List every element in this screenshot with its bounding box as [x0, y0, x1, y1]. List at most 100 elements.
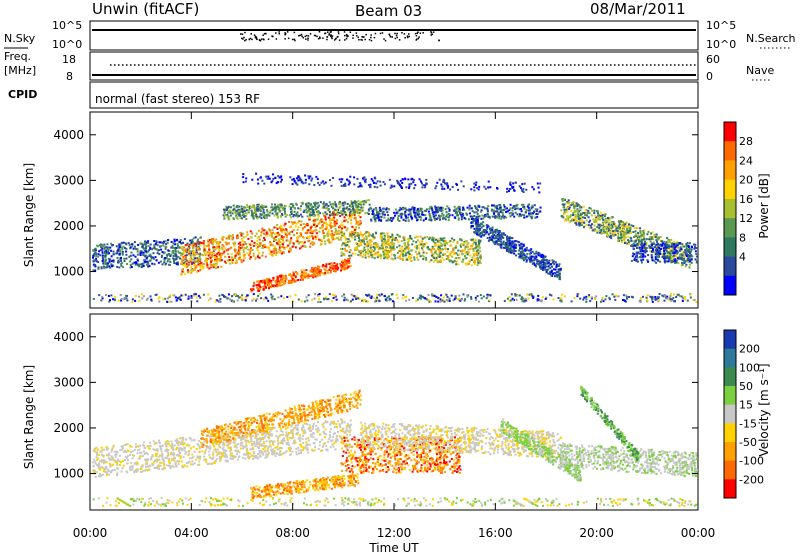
echo-pixel	[613, 225, 615, 227]
echo-pixel	[227, 253, 229, 255]
echo-pixel	[256, 240, 258, 242]
echo-pixel	[324, 241, 326, 243]
echo-pixel	[439, 217, 441, 219]
echo-pixel	[547, 266, 549, 268]
echo-pixel	[199, 266, 201, 268]
echo-pixel	[261, 255, 263, 257]
echo-pixel	[266, 281, 268, 283]
echo-pixel	[656, 239, 658, 241]
echo-pixel	[471, 257, 473, 259]
echo-pixel	[300, 224, 302, 226]
echo-pixel	[132, 263, 134, 265]
echo-pixel	[357, 223, 359, 225]
echo-pixel	[647, 254, 649, 256]
echo-pixel	[564, 220, 566, 222]
echo-pixel	[449, 254, 451, 256]
echo-pixel	[176, 258, 178, 260]
echo-pixel	[477, 249, 479, 251]
echo-pixel	[683, 246, 685, 248]
nsky-dot	[284, 38, 286, 40]
echo-pixel	[349, 257, 351, 259]
echo-pixel	[199, 237, 201, 239]
echo-pixel	[341, 252, 343, 254]
echo-pixel	[468, 218, 470, 220]
nsky-dot	[279, 33, 281, 35]
echo-pixel	[113, 253, 115, 255]
echo-pixel	[474, 239, 476, 241]
echo-pixel	[486, 226, 488, 228]
echo-pixel	[481, 215, 483, 217]
echo-pixel	[239, 232, 241, 234]
echo-pixel	[169, 264, 171, 266]
echo-pixel	[575, 223, 577, 225]
echo-pixel	[262, 211, 264, 213]
echo-pixel	[238, 210, 240, 212]
echo-pixel	[329, 263, 331, 265]
nsky-dot	[261, 38, 263, 40]
echo-pixel	[474, 253, 476, 255]
echo-pixel	[272, 285, 274, 287]
nsky-dot	[305, 38, 307, 40]
echo-pixel	[551, 266, 553, 268]
echo-pixel	[572, 212, 574, 214]
echo-pixel	[595, 220, 597, 222]
echo-pixel	[147, 262, 149, 264]
echo-pixel	[299, 235, 301, 237]
nsky-dot	[275, 32, 277, 34]
echo-pixel	[407, 252, 409, 254]
echo-pixel	[429, 237, 431, 239]
echo-pixel	[303, 211, 305, 213]
nsky-dot	[392, 36, 394, 38]
echo-pixel	[366, 237, 368, 239]
echo-pixel	[407, 238, 409, 240]
echo-pixel	[330, 227, 332, 229]
echo-pixel	[281, 213, 283, 215]
echo-pixel	[373, 238, 375, 240]
echo-pixel	[165, 248, 167, 250]
echo-pixel	[282, 277, 284, 279]
echo-pixel	[153, 252, 155, 254]
echo-pixel	[296, 223, 298, 225]
echo-pixel	[234, 243, 236, 245]
echo-pixel	[380, 216, 382, 218]
echo-pixel	[219, 241, 221, 243]
echo-pixel	[441, 257, 443, 259]
echo-pixel	[439, 256, 441, 258]
echo-pixel	[176, 239, 178, 241]
echo-pixel	[556, 271, 558, 273]
echo-pixel	[345, 250, 347, 252]
echo-pixel	[241, 206, 243, 208]
echo-pixel	[313, 222, 315, 224]
echo-pixel	[329, 211, 331, 213]
echo-pixel	[329, 201, 331, 203]
echo-pixel	[515, 240, 517, 242]
echo-pixel	[276, 212, 278, 214]
echo-pixel	[227, 212, 229, 214]
echo-pixel	[509, 208, 511, 210]
echo-pixel	[495, 205, 497, 207]
echo-pixel	[512, 213, 514, 215]
echo-pixel	[339, 215, 341, 217]
echo-pixel	[460, 246, 462, 248]
echo-pixel	[252, 205, 254, 207]
echo-pixel	[346, 207, 348, 209]
echo-pixel	[307, 277, 309, 279]
echo-pixel	[383, 244, 385, 246]
echo-pixel	[257, 246, 259, 248]
echo-pixel	[493, 241, 495, 243]
echo-pixel	[338, 230, 340, 232]
echo-pixel	[445, 208, 447, 210]
echo-pixel	[137, 264, 139, 266]
echo-pixel	[302, 279, 304, 281]
echo-pixel	[308, 202, 310, 204]
echo-pixel	[311, 271, 313, 273]
echo-pixel	[300, 214, 302, 216]
nsky-dot	[433, 31, 435, 33]
nsky-dot	[358, 37, 360, 39]
echo-pixel	[160, 249, 162, 251]
echo-pixel	[283, 252, 285, 254]
echo-pixel	[322, 219, 324, 221]
echo-pixel	[515, 244, 517, 246]
echo-pixel	[307, 215, 309, 217]
echo-pixel	[191, 263, 193, 265]
